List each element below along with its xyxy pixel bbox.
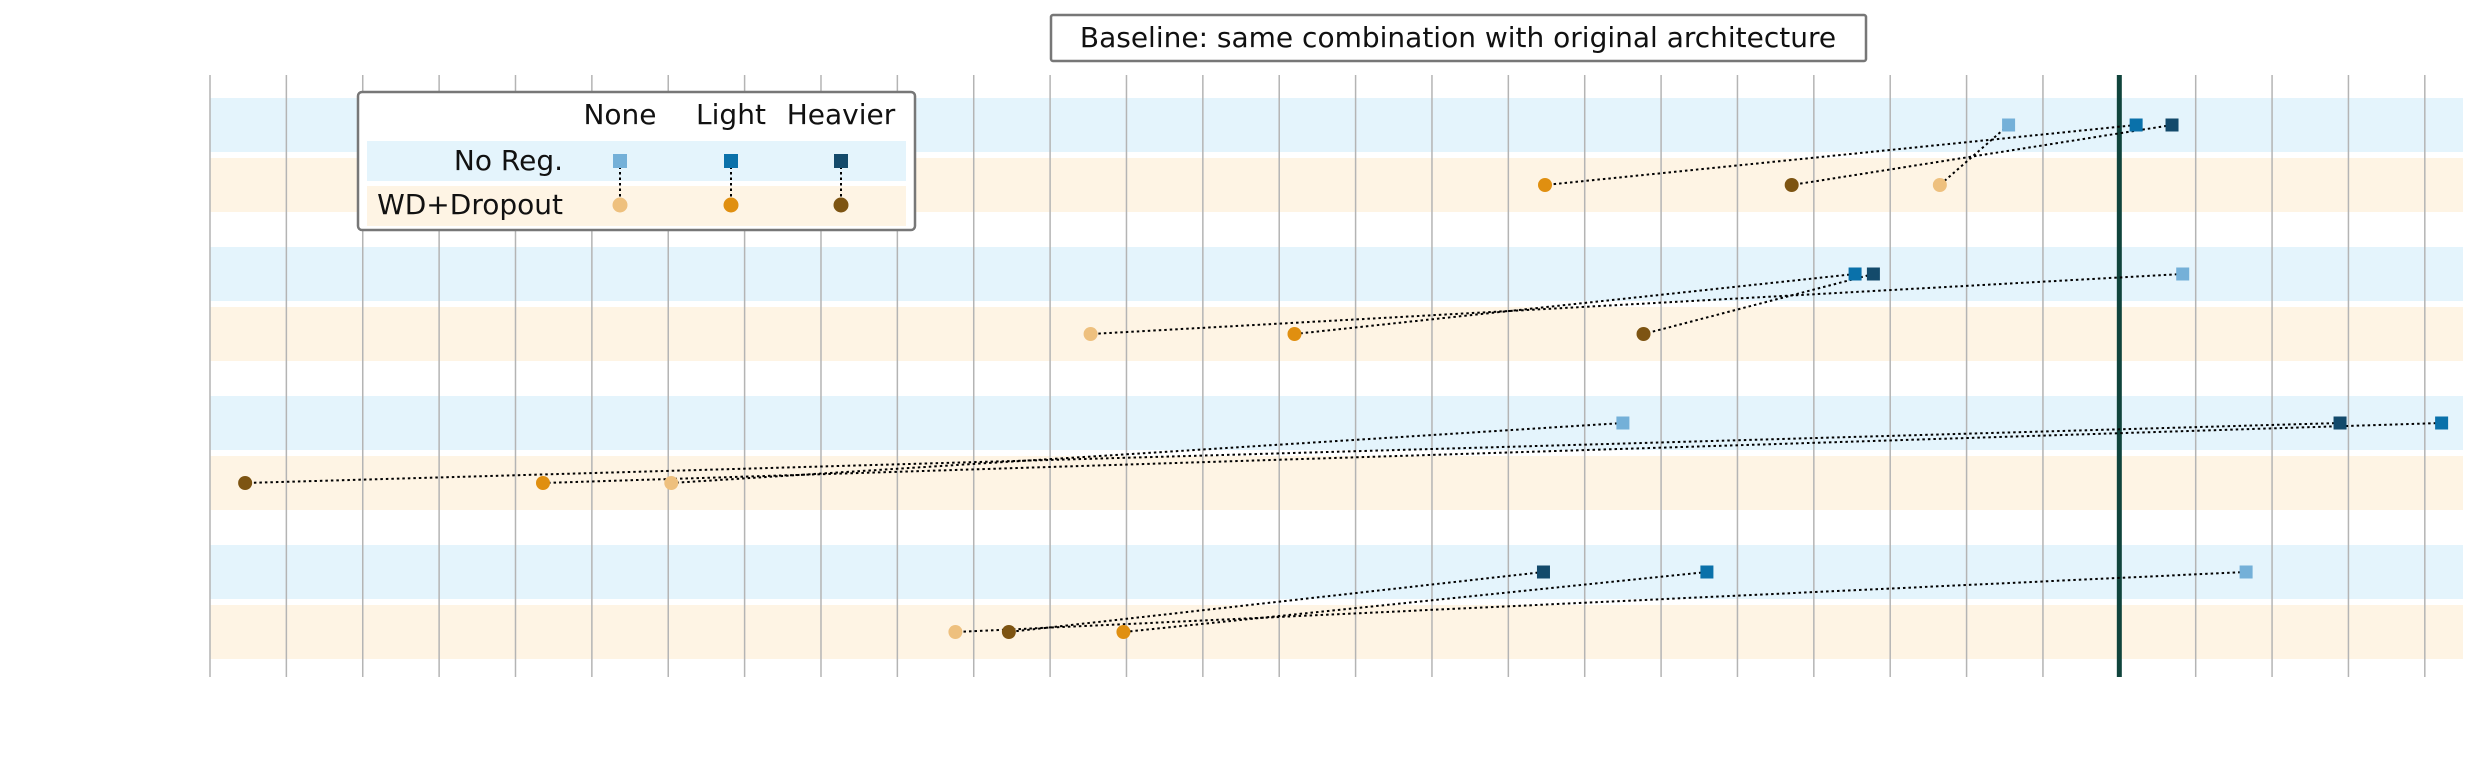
title-text: Baseline: same combination with original…	[1080, 21, 1836, 54]
legend-marker-wd	[723, 197, 739, 213]
data-points	[238, 118, 2449, 639]
legend-marker-noreg	[834, 154, 848, 168]
point-noreg	[2002, 118, 2016, 132]
point-wd	[1083, 327, 1098, 341]
point-noreg	[2239, 565, 2253, 579]
band-wd-2	[210, 456, 2463, 510]
legend-marker-noreg	[613, 154, 627, 168]
point-noreg	[2176, 267, 2190, 281]
point-noreg	[1848, 267, 1862, 281]
band-wd-1	[210, 307, 2463, 361]
legend-marker-wd	[833, 197, 849, 213]
connector-line	[1544, 124, 2137, 186]
point-noreg	[1536, 565, 1550, 579]
point-wd	[1537, 178, 1552, 192]
legend-marker-wd	[612, 197, 628, 213]
connector-lines	[245, 124, 2442, 633]
point-wd	[1932, 178, 1947, 192]
point-noreg	[2333, 416, 2347, 430]
legend-row-wd: WD+Dropout	[377, 188, 563, 221]
point-wd	[1636, 327, 1651, 341]
point-wd	[238, 476, 253, 490]
connector-line	[1123, 571, 1708, 633]
point-noreg	[2435, 416, 2449, 430]
band-wd-3	[210, 605, 2463, 659]
band-noreg-3	[210, 545, 2463, 599]
point-wd	[1001, 625, 1016, 639]
connector-line	[1008, 571, 1544, 633]
connector-line	[1090, 273, 2183, 335]
point-wd	[1287, 327, 1302, 341]
legend-col-light: Light	[696, 98, 766, 131]
connector-line	[955, 571, 2247, 633]
connector-line	[1294, 273, 1856, 335]
point-wd	[1116, 625, 1131, 639]
connector-line	[1939, 124, 2010, 186]
point-noreg	[1700, 565, 1714, 579]
point-wd	[535, 476, 550, 490]
chart-title: Baseline: same combination with original…	[1049, 13, 1868, 63]
connector-line	[1791, 124, 2173, 186]
legend-col-heavier: Heavier	[787, 98, 896, 131]
grid-lines	[209, 75, 2426, 677]
legend-band-wd	[367, 186, 906, 226]
legend-row-noreg: No Reg.	[454, 144, 563, 177]
legend-markers	[612, 154, 849, 213]
point-noreg	[2165, 118, 2179, 132]
point-wd	[948, 625, 963, 639]
legend-band-noreg	[367, 141, 906, 181]
legend-col-none: None	[583, 98, 656, 131]
point-noreg	[1866, 267, 1880, 281]
title-box	[1049, 13, 1868, 63]
point-noreg	[2129, 118, 2143, 132]
connector-line	[1643, 273, 1874, 335]
band-noreg-1	[210, 247, 2463, 301]
point-wd	[1784, 178, 1799, 192]
legend: None Light Heavier No Reg. WD+Dropout	[356, 90, 917, 232]
legend-marker-noreg	[724, 154, 738, 168]
point-wd	[664, 476, 679, 490]
point-noreg	[1616, 416, 1630, 430]
